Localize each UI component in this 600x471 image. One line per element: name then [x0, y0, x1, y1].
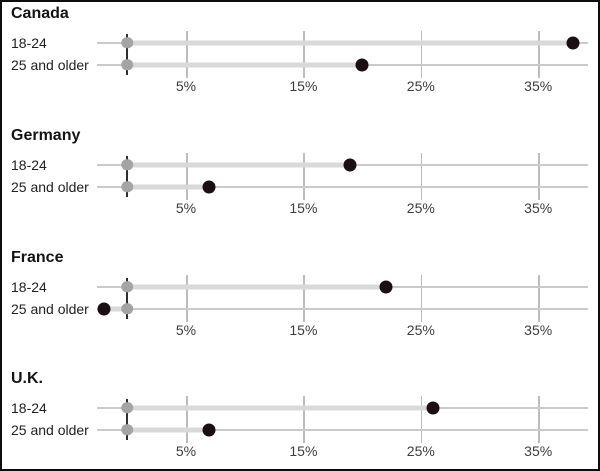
axis-tick-line — [303, 396, 305, 443]
axis-tick-line — [303, 153, 305, 200]
axis-tick-label: 5% — [175, 200, 197, 216]
reference-dot — [121, 401, 134, 414]
value-dot — [426, 401, 440, 414]
axis-tick-label: 35% — [524, 443, 553, 459]
row-gridline — [97, 185, 588, 188]
zero-baseline — [126, 155, 129, 197]
axis-tick-line — [186, 153, 188, 200]
axis-tick-line — [538, 275, 540, 322]
axis-tick-label: 5% — [175, 443, 197, 459]
value-connector — [103, 306, 128, 311]
value-dot — [379, 280, 393, 293]
reference-dot — [121, 158, 134, 171]
value-connector — [127, 184, 210, 189]
axis-tick-label: 15% — [289, 200, 318, 216]
zero-baseline — [126, 277, 129, 319]
row-label: 25 and older — [11, 178, 89, 195]
value-dot — [202, 180, 216, 193]
zero-baseline — [126, 33, 129, 75]
axis-tick-label: 25% — [406, 78, 435, 94]
panel-title: Canada — [11, 5, 69, 22]
value-connector — [127, 162, 351, 167]
panel-canada: Canada 5% 15% 25% 35% 18-24 25 and older — [2, 2, 598, 122]
reference-dot — [121, 36, 134, 49]
axis-tick-line — [538, 396, 540, 443]
axis-tick-label: 15% — [289, 322, 318, 338]
row-label: 25 and older — [11, 56, 89, 73]
axis-tick-label: 15% — [289, 78, 318, 94]
axis-tick-line — [420, 31, 423, 78]
value-connector — [127, 405, 433, 410]
reference-dot — [121, 280, 134, 293]
value-dot — [97, 302, 111, 315]
axis-tick-line — [420, 396, 423, 443]
axis-tick-line — [303, 31, 305, 78]
reference-dot — [121, 302, 134, 315]
panel-germany: Germany 5% 15% 25% 35% 18-24 25 and older — [2, 124, 598, 244]
axis-tick-line — [538, 153, 540, 200]
panel-france: France 5% 15% 25% 35% 18-24 25 and older — [2, 246, 598, 366]
row-label: 18-24 — [11, 34, 47, 51]
row-label: 25 and older — [11, 300, 89, 317]
panel-title: Germany — [11, 127, 81, 144]
axis-tick-line — [303, 275, 305, 322]
axis-tick-label: 25% — [406, 443, 435, 459]
value-dot — [202, 423, 216, 436]
reference-dot — [121, 180, 134, 193]
axis-tick-label: 35% — [524, 78, 553, 94]
axis-tick-label: 15% — [289, 443, 318, 459]
axis-tick-line — [420, 153, 423, 200]
value-connector — [127, 284, 386, 289]
axis-tick-line — [420, 275, 423, 322]
axis-tick-line — [186, 396, 188, 443]
axis-tick-label: 5% — [175, 322, 197, 338]
reference-dot — [121, 423, 134, 436]
panel-title: France — [11, 249, 64, 266]
axis-tick-label: 5% — [175, 78, 197, 94]
zero-baseline — [126, 398, 129, 440]
value-connector — [127, 40, 574, 45]
row-gridline — [97, 307, 588, 310]
value-connector — [127, 427, 210, 432]
axis-tick-label: 25% — [406, 322, 435, 338]
row-label: 18-24 — [11, 278, 47, 295]
row-label: 18-24 — [11, 399, 47, 416]
axis-tick-line — [186, 31, 188, 78]
panel-uk: U.K. 5% 15% 25% 35% 18-24 25 and older — [2, 367, 598, 469]
row-label: 25 and older — [11, 421, 89, 438]
panel-title: U.K. — [11, 370, 43, 387]
axis-tick-label: 35% — [524, 200, 553, 216]
row-gridline — [97, 428, 588, 431]
row-label: 18-24 — [11, 156, 47, 173]
axis-tick-label: 25% — [406, 200, 435, 216]
axis-tick-label: 35% — [524, 322, 553, 338]
value-dot — [566, 36, 580, 49]
axis-tick-line — [186, 275, 188, 322]
value-connector — [127, 62, 363, 67]
value-dot — [355, 58, 369, 71]
reference-dot — [121, 58, 134, 71]
axis-tick-line — [538, 31, 540, 78]
value-dot — [343, 158, 357, 171]
